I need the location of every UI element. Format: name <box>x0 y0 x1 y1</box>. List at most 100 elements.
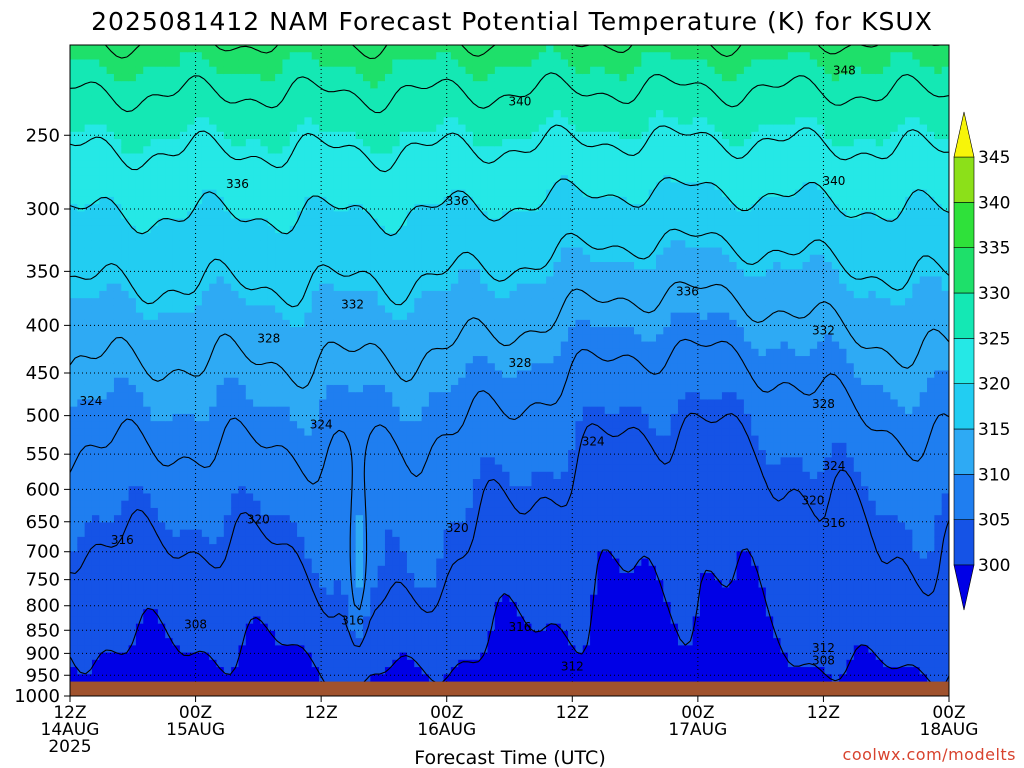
fill-cell <box>253 81 262 89</box>
fill-cell <box>363 479 371 487</box>
fill-cell <box>157 630 166 639</box>
fill-cell <box>267 254 276 263</box>
fill-cell <box>106 522 115 531</box>
fill-cell <box>348 305 357 314</box>
fill-cell <box>91 95 100 104</box>
fill-cell <box>450 88 459 97</box>
fill-cell <box>311 630 320 639</box>
fill-cell <box>319 182 327 191</box>
fill-cell <box>465 146 474 155</box>
fill-cell <box>165 356 174 364</box>
fill-cell <box>355 298 364 306</box>
fill-cell <box>267 276 276 285</box>
fill-cell <box>245 327 254 335</box>
fill-cell <box>289 139 298 147</box>
fill-cell <box>311 529 320 538</box>
fill-cell <box>304 160 313 169</box>
fill-cell <box>113 312 122 321</box>
fill-cell <box>99 218 108 227</box>
fill-cell <box>260 674 269 683</box>
fill-cell <box>201 435 210 444</box>
fill-cell <box>223 580 232 589</box>
fill-cell <box>128 319 137 328</box>
fill-cell <box>428 312 437 321</box>
fill-cell <box>275 305 284 314</box>
fill-cell <box>231 124 240 133</box>
fill-cell <box>223 609 232 618</box>
fill-cell <box>333 196 342 205</box>
fill-cell <box>157 522 166 531</box>
fill-cell <box>165 659 174 668</box>
fill-cell <box>267 146 276 155</box>
fill-cell <box>355 529 364 538</box>
fill-cell <box>267 66 276 75</box>
fill-cell <box>150 319 159 328</box>
fill-cell <box>91 435 100 444</box>
fill-cell <box>363 507 371 516</box>
fill-cell <box>443 211 452 220</box>
fill-cell <box>165 124 174 133</box>
fill-cell <box>260 102 269 111</box>
fill-cell <box>399 73 408 82</box>
fill-cell <box>348 384 357 393</box>
fill-cell <box>333 471 342 480</box>
fill-cell <box>113 544 122 552</box>
fill-cell <box>443 406 452 415</box>
fill-cell <box>157 254 166 263</box>
fill-cell <box>157 175 166 184</box>
fill-cell <box>187 167 196 176</box>
fill-cell <box>84 225 93 234</box>
fill-cell <box>319 435 327 444</box>
fill-cell <box>143 160 152 169</box>
fill-cell <box>472 124 481 133</box>
fill-cell <box>165 81 174 89</box>
fill-cell <box>421 146 430 155</box>
fill-cell <box>187 674 196 683</box>
fill-cell <box>370 392 379 401</box>
fill-cell <box>238 341 247 350</box>
fill-cell <box>238 189 247 198</box>
fill-cell <box>363 370 371 379</box>
fill-cell <box>172 66 181 75</box>
fill-cell <box>187 493 196 502</box>
fill-cell <box>187 638 196 646</box>
fill-cell <box>428 471 437 480</box>
fill-cell <box>165 399 174 408</box>
fill-cell <box>172 551 181 560</box>
fill-cell <box>436 290 445 299</box>
fill-cell <box>209 73 218 82</box>
fill-cell <box>128 565 137 574</box>
fill-cell <box>392 247 401 256</box>
fill-cell <box>157 616 166 625</box>
fill-cell <box>165 464 174 473</box>
fill-cell <box>443 623 452 632</box>
fill-cell <box>304 66 313 75</box>
fill-cell <box>428 290 437 299</box>
fill-cell <box>194 493 203 502</box>
fill-cell <box>428 66 437 75</box>
fill-cell <box>304 630 313 639</box>
fill-cell <box>187 160 196 169</box>
fill-cell <box>201 146 210 155</box>
fill-cell <box>406 262 415 270</box>
fill-cell <box>77 204 86 212</box>
fill-cell <box>348 348 357 357</box>
fill-cell <box>128 377 137 386</box>
fill-cell <box>113 356 122 364</box>
fill-cell <box>282 515 291 523</box>
fill-cell <box>326 124 335 133</box>
fill-cell <box>187 298 196 306</box>
fill-cell <box>458 558 467 567</box>
fill-cell <box>157 413 166 422</box>
fill-cell <box>128 233 137 241</box>
fill-cell <box>443 225 452 234</box>
fill-cell <box>121 645 130 654</box>
fill-cell <box>216 384 225 393</box>
fill-cell <box>260 471 269 480</box>
fill-cell <box>326 544 335 552</box>
fill-cell <box>209 587 218 596</box>
fill-cell <box>436 334 445 343</box>
fill-cell <box>260 73 269 82</box>
fill-cell <box>319 457 327 466</box>
fill-cell <box>355 652 364 661</box>
